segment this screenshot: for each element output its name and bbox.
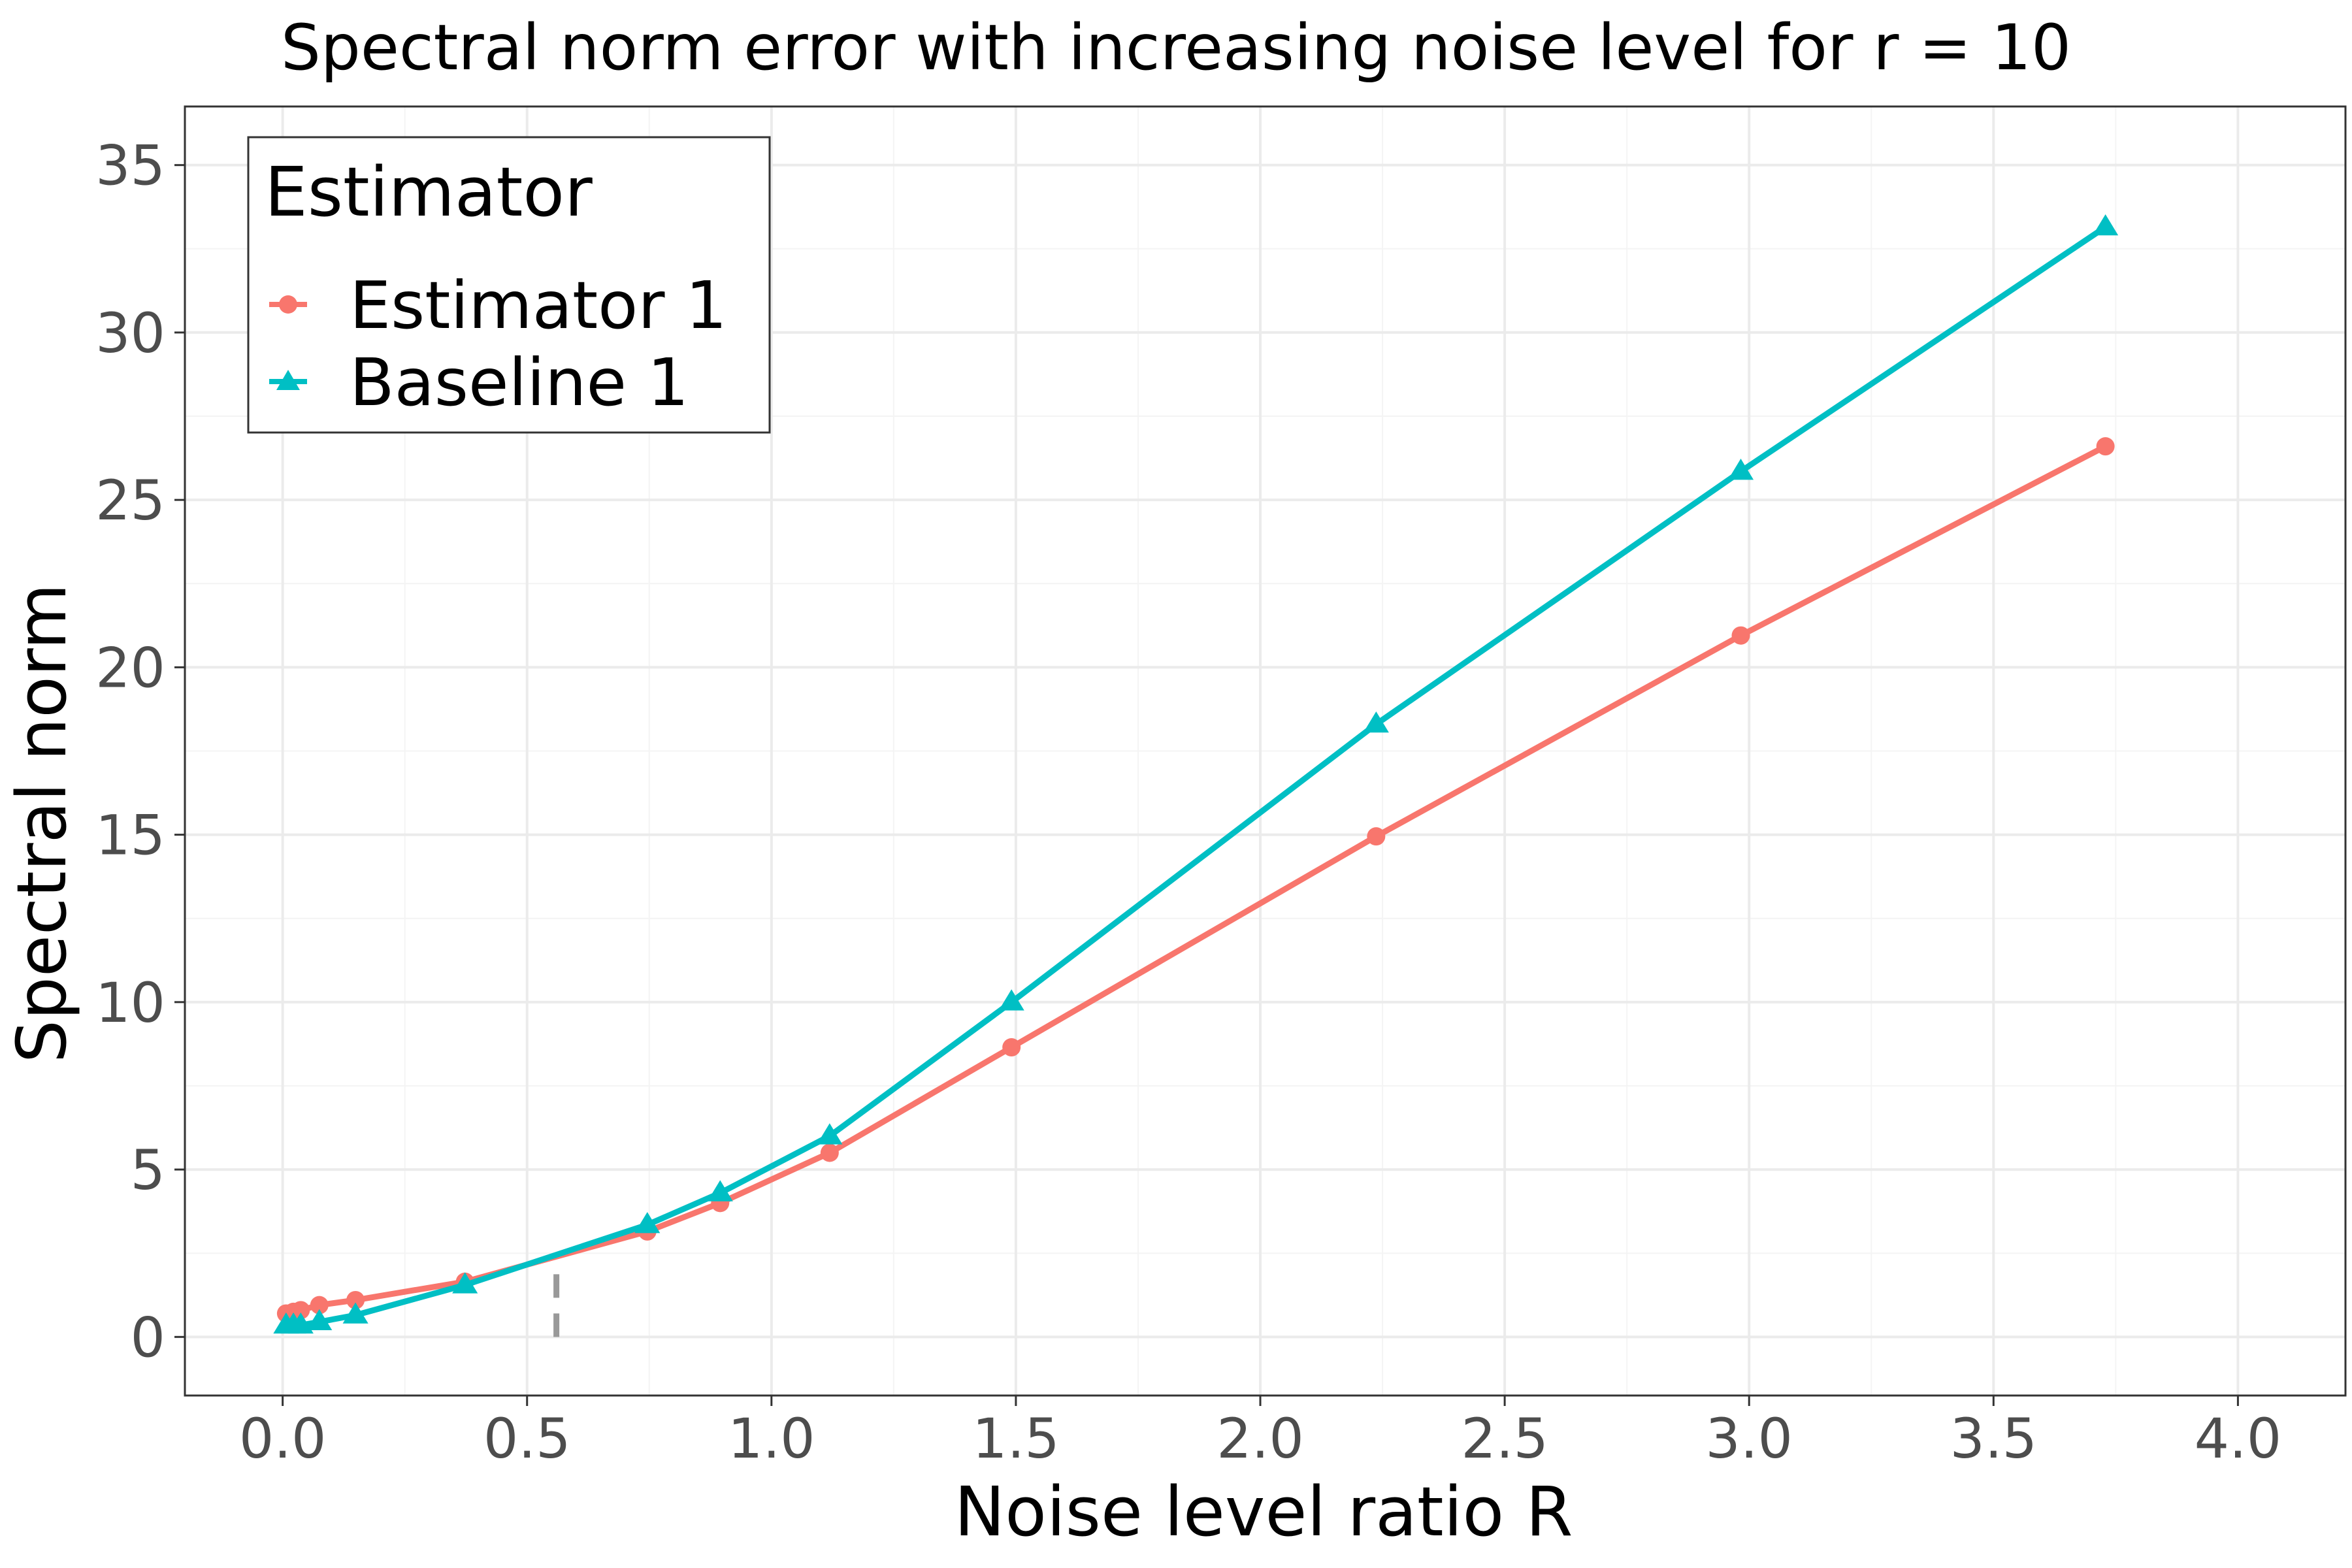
- y-axis-ticks: 0 5 10 15 20 25 30 35: [95, 134, 185, 1369]
- y-tick-label: 0: [131, 1305, 165, 1369]
- y-tick-label: 5: [131, 1138, 165, 1202]
- data-point-estimator-1: [1002, 1038, 1021, 1057]
- data-point-baseline-1: [342, 1302, 368, 1324]
- x-tick-label: 4.0: [2195, 1407, 2282, 1471]
- data-point-baseline-1: [1727, 459, 1754, 480]
- series-baseline-1: [273, 214, 2119, 1334]
- legend-label-estimator-1: Estimator 1: [350, 267, 727, 344]
- x-tick-label: 1.0: [728, 1407, 815, 1471]
- x-tick-label: 2.5: [1461, 1407, 1548, 1471]
- legend-item-baseline-1: Baseline 1: [269, 344, 689, 421]
- data-point-estimator-1: [2096, 437, 2115, 456]
- x-tick-label: 1.5: [972, 1407, 1060, 1471]
- x-tick-label: 2.0: [1217, 1407, 1304, 1471]
- legend-key-marker-estimator-1: [279, 295, 297, 314]
- data-point-baseline-1: [287, 1312, 314, 1334]
- data-point-baseline-1: [2093, 214, 2119, 236]
- legend-box: [247, 136, 771, 434]
- data-point-estimator-1: [1731, 626, 1750, 645]
- plot-panel-border: [184, 105, 2347, 1397]
- y-axis-title: Spectral norm: [2, 583, 82, 1063]
- data-point-baseline-1: [998, 989, 1024, 1011]
- legend: Estimator Estimator 1 Baseline 1: [247, 136, 771, 434]
- legend-item-estimator-1: Estimator 1: [269, 267, 727, 344]
- series-layer: [273, 214, 2119, 1334]
- data-point-baseline-1: [452, 1272, 478, 1294]
- data-point-baseline-1: [1363, 711, 1389, 733]
- x-tick-label: 0.5: [483, 1407, 571, 1471]
- data-point-baseline-1: [306, 1309, 333, 1331]
- data-point-estimator-1: [346, 1290, 365, 1309]
- legend-title: Estimator: [265, 152, 593, 232]
- x-axis-ticks: 0.0 0.5 1.0 1.5 2.0 2.5 3.0 3.5 4.0: [239, 1396, 2281, 1471]
- y-tick-label: 30: [95, 301, 165, 365]
- data-point-estimator-1: [1367, 827, 1386, 846]
- x-axis-title: Noise level ratio R: [954, 1472, 1573, 1552]
- x-tick-label: 3.5: [1950, 1407, 2038, 1471]
- y-tick-label: 15: [95, 804, 165, 868]
- data-point-estimator-1: [820, 1143, 839, 1162]
- y-tick-label: 35: [95, 134, 165, 198]
- data-point-estimator-1: [291, 1301, 310, 1320]
- legend-key-marker-baseline-1: [276, 370, 300, 390]
- x-tick-label: 3.0: [1705, 1407, 1793, 1471]
- data-point-baseline-1: [707, 1180, 733, 1201]
- data-point-baseline-1: [817, 1123, 843, 1145]
- y-tick-label: 10: [95, 971, 165, 1035]
- data-point-baseline-1: [634, 1212, 661, 1233]
- y-tick-label: 25: [95, 468, 165, 532]
- data-point-estimator-1: [310, 1296, 329, 1315]
- grid: [185, 106, 2345, 1396]
- x-tick-label: 0.0: [239, 1407, 327, 1471]
- y-tick-label: 20: [95, 636, 165, 700]
- legend-label-baseline-1: Baseline 1: [350, 344, 689, 421]
- chart-title: Spectral norm error with increasing nois…: [281, 11, 2071, 84]
